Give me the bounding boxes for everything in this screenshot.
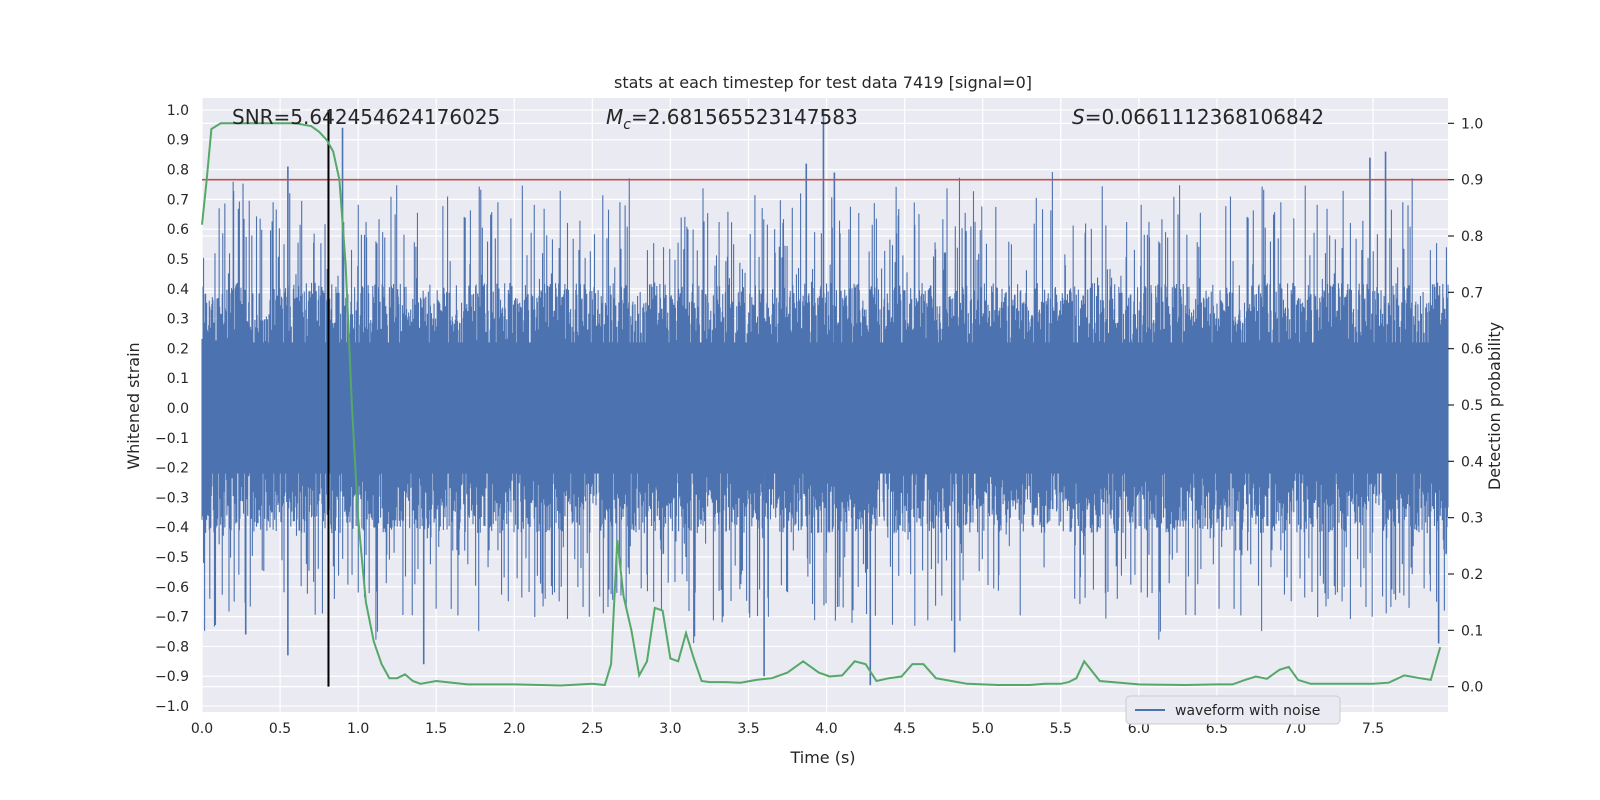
y2-tick-label: 0.0 — [1461, 680, 1483, 696]
y2-tick-label: 0.7 — [1461, 285, 1483, 301]
waveform-series — [201, 109, 1449, 686]
x-tick-label: 3.0 — [659, 721, 681, 737]
y2-tick-label: 1.0 — [1461, 116, 1483, 132]
y-tick-label: 0.6 — [167, 222, 189, 238]
y-tick-label: −0.1 — [155, 431, 189, 447]
x-tick-label: 4.5 — [893, 721, 915, 737]
x-tick-label: 2.0 — [503, 721, 525, 737]
snr-annotation: SNR=5.642454624176025 — [232, 105, 500, 129]
x-axis-ticks: 0.0 0.5 1.0 1.5 2.0 2.5 3.0 3.5 4.0 4.5 5.0 5.5 6.0 6… — [191, 721, 1384, 737]
y2-tick-label: 0.5 — [1461, 398, 1483, 414]
y-tick-label: 0.0 — [167, 401, 189, 417]
y-tick-label: 0.1 — [167, 371, 189, 387]
x-tick-label: 6.5 — [1206, 721, 1228, 737]
x-tick-label: 5.5 — [1050, 721, 1072, 737]
legend-label: waveform with noise — [1175, 703, 1320, 719]
y-tick-label: −0.4 — [155, 520, 189, 536]
y2-tick-label: 0.1 — [1461, 623, 1483, 639]
y2-tick-label: 0.3 — [1461, 511, 1483, 527]
y-tick-label: −0.8 — [155, 639, 189, 655]
y-tick-label: 0.9 — [167, 133, 189, 149]
x-tick-label: 2.5 — [581, 721, 603, 737]
y-tick-label: −0.2 — [155, 461, 189, 477]
y-tick-label: 0.7 — [167, 192, 189, 208]
y2-axis-ticks: 1.0 0.9 0.8 0.7 0.6 0.5 0.4 0.3 0.2 0.1 0.0 — [1448, 116, 1483, 696]
x-tick-label: 7.0 — [1284, 721, 1306, 737]
x-tick-label: 3.5 — [737, 721, 759, 737]
x-tick-label: 0.5 — [269, 721, 291, 737]
y-axis-ticks: 1.0 0.9 0.8 0.7 0.6 0.5 0.4 0.3 0.2 0.1 0.0 −0.1 −0.… — [155, 103, 189, 715]
y-tick-label: 0.4 — [167, 282, 189, 298]
x-tick-label: 1.0 — [347, 721, 369, 737]
y-tick-label: −1.0 — [155, 699, 189, 715]
x-tick-label: 4.0 — [815, 721, 837, 737]
y-tick-label: −0.6 — [155, 580, 189, 596]
y2-tick-label: 0.4 — [1461, 454, 1483, 470]
y-tick-label: 1.0 — [167, 103, 189, 119]
y-tick-label: −0.7 — [155, 610, 189, 626]
y2-tick-label: 0.9 — [1461, 173, 1483, 189]
y2-axis-label: Detection probability — [1485, 322, 1504, 490]
legend: waveform with noise — [1125, 695, 1341, 725]
chart-title: stats at each timestep for test data 741… — [614, 73, 1032, 92]
y-tick-label: 0.2 — [167, 341, 189, 357]
y-tick-label: −0.3 — [155, 490, 189, 506]
waveform-core — [202, 342, 1448, 474]
y2-tick-label: 0.2 — [1461, 567, 1483, 583]
x-tick-label: 7.5 — [1362, 721, 1384, 737]
score-annotation: S=0.0661112368106842 — [1072, 105, 1324, 129]
x-axis-label: Time (s) — [789, 748, 855, 767]
x-tick-label: 1.5 — [425, 721, 447, 737]
chirp-mass-annotation: Mc=2.681565523147583 — [606, 105, 858, 133]
x-tick-label: 0.0 — [191, 721, 213, 737]
y-axis-label: Whitened strain — [124, 342, 143, 469]
y-tick-label: 0.5 — [167, 252, 189, 268]
y2-tick-label: 0.8 — [1461, 229, 1483, 245]
x-tick-label: 5.0 — [972, 721, 994, 737]
detection-probability-line — [201, 122, 1442, 687]
x-tick-label: 6.0 — [1128, 721, 1150, 737]
y-tick-label: 0.3 — [167, 312, 189, 328]
y-tick-label: 0.8 — [167, 163, 189, 179]
y2-tick-label: 0.6 — [1461, 342, 1483, 358]
y-tick-label: −0.5 — [155, 550, 189, 566]
y-tick-label: −0.9 — [155, 669, 189, 685]
